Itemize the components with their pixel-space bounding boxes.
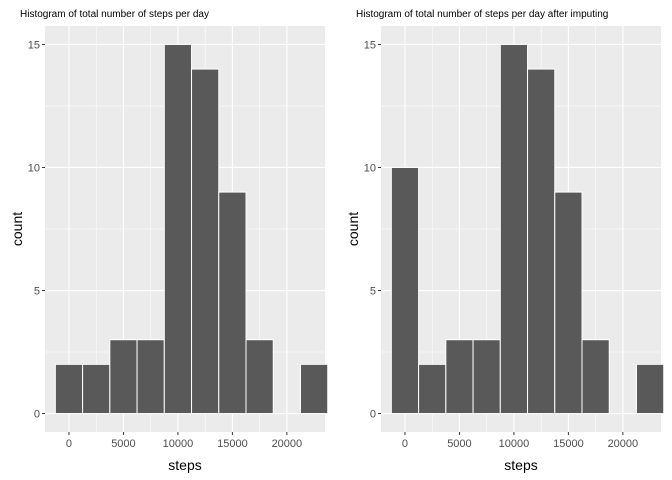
y-axis-label: count	[9, 212, 25, 246]
y-tick-label: 15	[28, 39, 40, 51]
histogram-bar	[527, 68, 556, 415]
histogram-bar	[136, 339, 165, 415]
chart-panel-2: 0 5 10 15 0 5000 10000 15000 20000 Histogram of t…	[345, 9, 665, 473]
histogram-bar	[54, 363, 84, 415]
x-tick-label: 15000	[217, 438, 248, 450]
histogram-bar	[245, 339, 274, 415]
x-tick-label: 15000	[553, 438, 584, 450]
x-axis-label: steps	[504, 457, 537, 473]
x-tick-label: 20000	[272, 438, 303, 450]
histogram-bar	[82, 363, 111, 415]
chart-title: Histogram of total number of steps per d…	[356, 9, 608, 20]
histogram-bar	[191, 68, 220, 415]
x-tick-label: 10000	[163, 438, 194, 450]
x-tick-label: 0	[66, 438, 72, 450]
histogram-bar	[163, 43, 193, 415]
histogram-bar	[299, 363, 329, 415]
histogram-bar	[554, 191, 583, 415]
histogram-bar	[418, 363, 447, 415]
y-tick-label: 10	[364, 162, 376, 174]
histogram-bar	[218, 191, 247, 415]
histogram-bar	[390, 166, 420, 415]
y-tick-label: 10	[28, 162, 40, 174]
histogram-bar	[472, 339, 501, 415]
x-tick-label: 10000	[499, 438, 530, 450]
histogram-bar	[581, 339, 610, 415]
x-tick-label: 0	[402, 438, 408, 450]
histogram-bar	[635, 363, 665, 415]
y-tick-label: 0	[370, 409, 376, 421]
y-tick-label: 0	[34, 409, 40, 421]
x-tick-label: 20000	[608, 438, 639, 450]
histogram-bar	[109, 339, 138, 415]
y-tick-label: 5	[34, 286, 40, 298]
x-axis-label: steps	[168, 457, 201, 473]
chart-title: Histogram of total number of steps per d…	[20, 9, 209, 20]
y-axis-label: count	[345, 212, 361, 246]
chart-panel-1: 0 5 10 15 0 5000 10000 15000 20000 Histogram of t…	[9, 9, 329, 473]
x-tick-label: 5000	[111, 438, 135, 450]
histogram-bar	[499, 43, 529, 415]
x-tick-label: 5000	[447, 438, 471, 450]
y-tick-label: 15	[364, 39, 376, 51]
histogram-bar	[445, 339, 474, 415]
y-tick-label: 5	[370, 286, 376, 298]
